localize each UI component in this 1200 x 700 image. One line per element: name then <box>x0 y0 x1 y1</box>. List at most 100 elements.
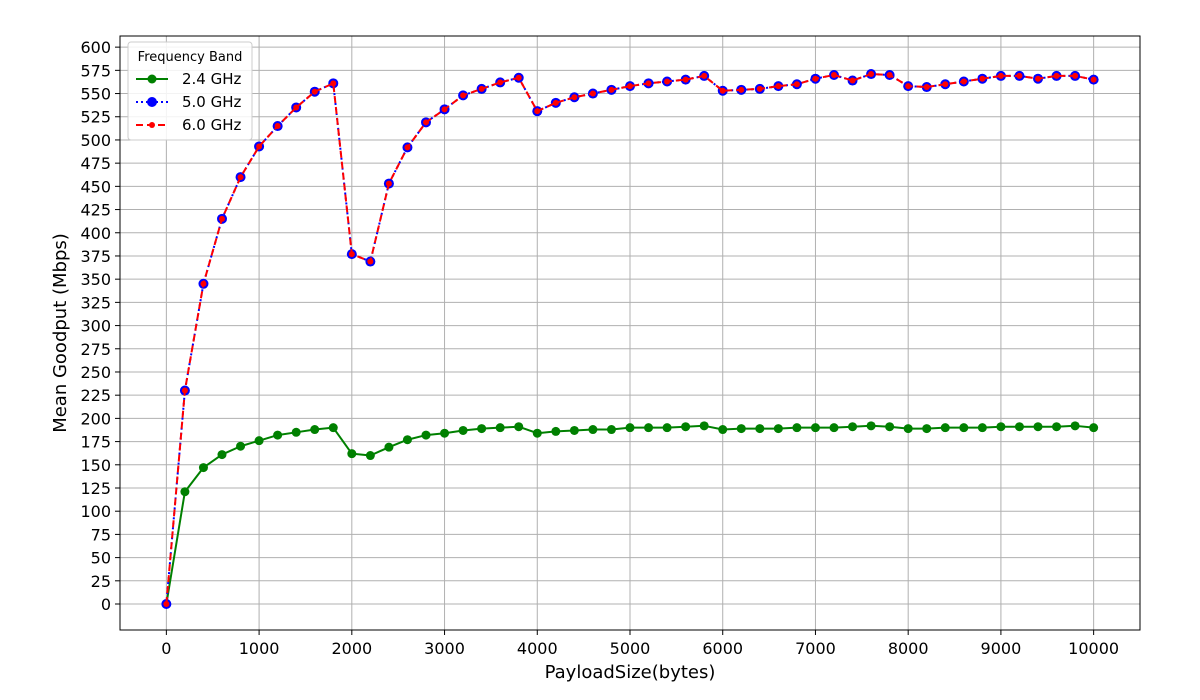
y-axis-label: Mean Goodput (Mbps) <box>50 233 71 433</box>
x-tick-label: 9000 <box>981 639 1022 658</box>
legend-label: 5.0 GHz <box>182 93 242 111</box>
y-tick-label: 75 <box>91 525 111 544</box>
legend-item: 6.0 GHz <box>136 116 242 134</box>
data-point <box>515 74 522 81</box>
y-tick-label: 325 <box>80 293 111 312</box>
x-tick-label: 4000 <box>517 639 558 658</box>
y-tick-label: 350 <box>80 270 111 289</box>
data-point <box>384 442 394 452</box>
series-line <box>165 73 1094 605</box>
data-point <box>254 436 264 446</box>
y-tick-label: 150 <box>80 456 111 475</box>
data-point <box>571 94 578 101</box>
series-2-4-ghz <box>161 421 1099 609</box>
y-tick-label: 125 <box>80 479 111 498</box>
data-point <box>421 430 431 440</box>
data-point <box>1072 72 1079 79</box>
data-point <box>773 424 783 434</box>
data-point <box>588 425 598 435</box>
x-tick-label: 3000 <box>424 639 465 658</box>
data-point <box>237 174 244 181</box>
data-point <box>942 81 949 88</box>
data-point <box>792 423 802 433</box>
data-point <box>738 86 745 93</box>
legend: Frequency Band 2.4 GHz 5.0 GHz 6.0 GHz <box>127 41 253 141</box>
data-point <box>868 71 875 78</box>
data-point <box>644 423 654 433</box>
data-point <box>1035 75 1041 82</box>
data-point <box>534 108 541 115</box>
data-point <box>979 75 986 82</box>
legend-marker <box>147 97 157 107</box>
data-point <box>495 423 505 433</box>
data-point <box>645 80 652 87</box>
data-point <box>1014 422 1024 432</box>
y-tick-label: 425 <box>80 201 111 220</box>
data-point <box>423 119 429 126</box>
data-point <box>997 72 1004 79</box>
y-tick-label: 25 <box>91 572 111 591</box>
series-6-0-ghz <box>163 71 1097 608</box>
x-tick-label: 10000 <box>1068 639 1119 658</box>
y-tick-label: 400 <box>80 224 111 243</box>
data-point <box>699 421 709 431</box>
data-point <box>402 435 412 445</box>
data-point <box>829 423 839 433</box>
y-tick-label: 0 <box>101 595 111 614</box>
y-tick-label: 50 <box>91 549 111 568</box>
data-point <box>662 423 672 433</box>
y-tick-label: 525 <box>80 108 111 127</box>
data-point <box>606 425 616 435</box>
y-tick-label: 375 <box>80 247 111 266</box>
data-point <box>441 106 448 113</box>
data-point <box>385 180 392 187</box>
data-point <box>163 601 170 608</box>
data-point <box>477 424 487 434</box>
y-tick-label: 600 <box>80 38 111 57</box>
ticks-layer: 0 1000 2000 3000 4000 5000 6000 7000 8000 9000 100… <box>80 38 1119 658</box>
data-point <box>848 422 858 432</box>
data-point <box>293 104 300 111</box>
data-point <box>977 423 987 433</box>
data-point <box>198 463 208 473</box>
data-point <box>478 85 485 92</box>
data-point <box>256 143 263 150</box>
legend-item: 2.4 GHz <box>136 70 242 88</box>
data-point <box>330 80 337 87</box>
grid-layer <box>120 36 1140 630</box>
data-point <box>404 144 411 151</box>
data-point <box>608 86 615 93</box>
data-point <box>200 280 207 287</box>
data-point <box>497 79 504 86</box>
data-point <box>514 422 524 432</box>
y-tick-label: 175 <box>80 433 111 452</box>
data-point <box>664 78 671 85</box>
legend-items: 2.4 GHz 5.0 GHz 6.0 GHz <box>136 70 242 134</box>
y-tick-label: 575 <box>80 61 111 80</box>
x-tick-label: 5000 <box>610 639 651 658</box>
data-point <box>440 428 450 438</box>
data-point <box>810 423 820 433</box>
data-point <box>311 88 318 95</box>
y-tick-label: 475 <box>80 154 111 173</box>
data-point <box>903 424 913 434</box>
x-tick-label: 2000 <box>331 639 372 658</box>
data-point <box>719 87 726 94</box>
data-point <box>866 421 876 431</box>
data-point <box>1053 72 1060 79</box>
y-tick-label: 250 <box>80 363 111 382</box>
data-point <box>365 451 375 461</box>
data-point <box>922 424 932 434</box>
legend-marker <box>149 122 155 128</box>
legend-label: 2.4 GHz <box>182 70 242 88</box>
series-layer <box>161 69 1099 610</box>
x-tick-label: 0 <box>161 639 171 658</box>
y-tick-label: 500 <box>80 131 111 150</box>
data-point <box>291 427 301 437</box>
data-point <box>1070 421 1080 431</box>
data-point <box>885 422 895 432</box>
data-point <box>274 123 281 130</box>
data-point <box>180 487 190 497</box>
y-tick-label: 450 <box>80 177 111 196</box>
